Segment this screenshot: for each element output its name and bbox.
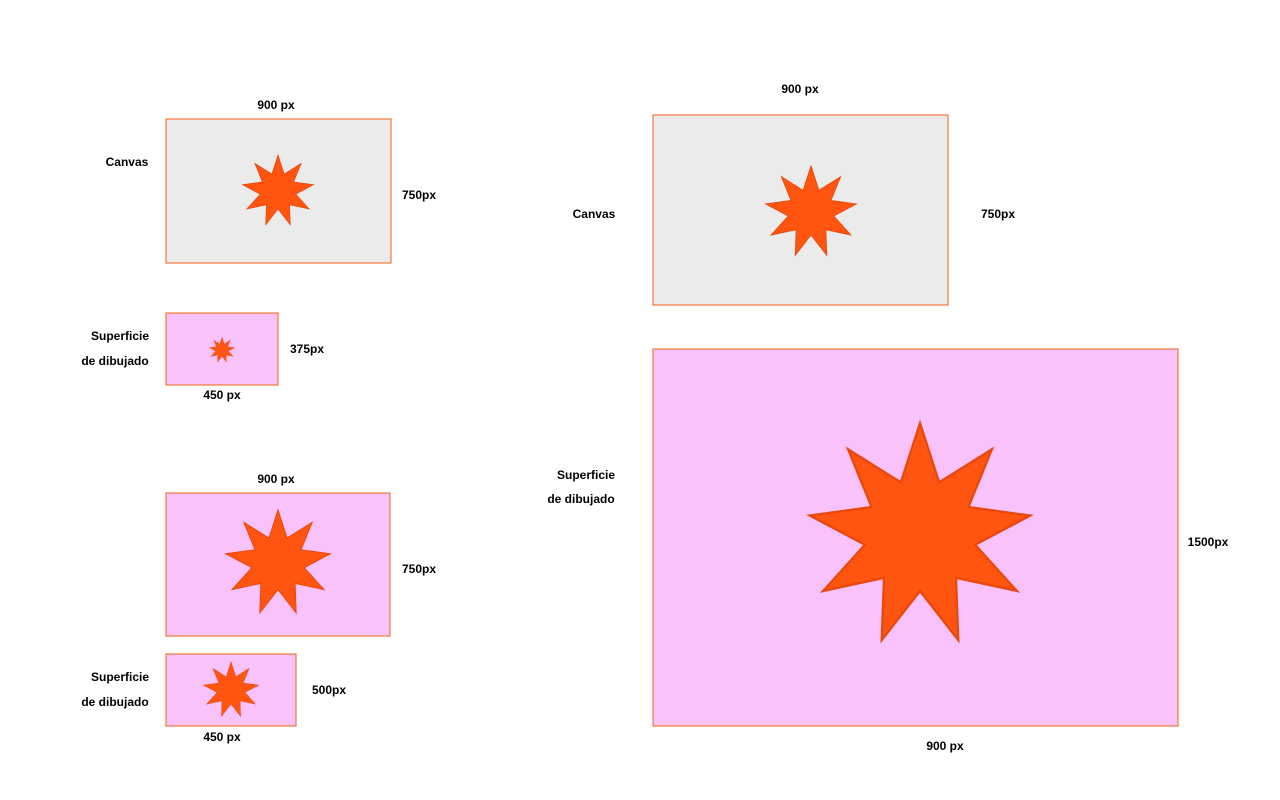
height-label: 375px xyxy=(290,342,324,356)
height-label: 1500px xyxy=(1188,535,1229,549)
height-label: 750px xyxy=(402,562,436,576)
surface-label: Superficie xyxy=(91,329,149,343)
canvas-label: Canvas xyxy=(106,155,149,169)
surface-label: de dibujado xyxy=(547,492,614,506)
width-label: 450 px xyxy=(203,730,241,744)
height-label: 750px xyxy=(402,188,436,202)
width-label: 450 px xyxy=(203,388,241,402)
canvas-label: Canvas xyxy=(573,207,616,221)
surface-label: Superficie xyxy=(557,468,615,482)
surface-label: de dibujado xyxy=(81,695,148,709)
surface-label: Superficie xyxy=(91,670,149,684)
width-label: 900 px xyxy=(926,739,964,753)
surface-label: de dibujado xyxy=(81,354,148,368)
width-label: 900 px xyxy=(257,472,295,486)
height-label: 750px xyxy=(981,207,1015,221)
width-label: 900 px xyxy=(257,98,295,112)
height-label: 500px xyxy=(312,683,346,697)
width-label: 900 px xyxy=(781,82,819,96)
